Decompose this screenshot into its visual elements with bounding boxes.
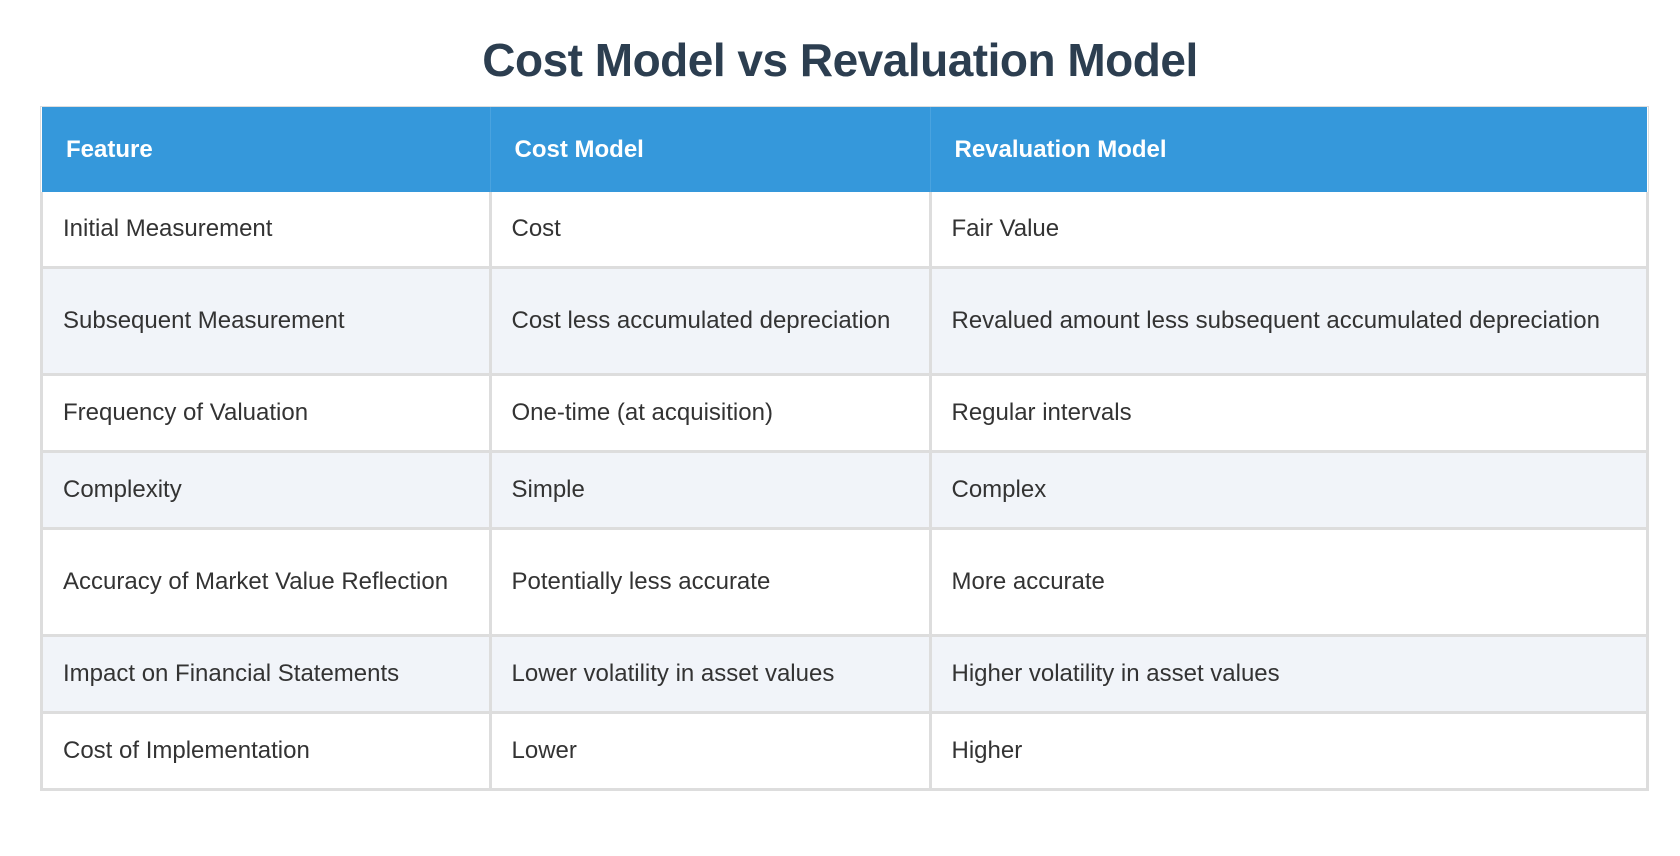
table-row: Cost of Implementation Lower Higher — [41, 712, 1648, 790]
table-row: Subsequent Measurement Cost less accumul… — [41, 267, 1648, 376]
page-title: Cost Model vs Revaluation Model — [482, 34, 1198, 86]
cost-model-cell: One-time (at acquisition) — [488, 374, 932, 453]
feature-cell: Subsequent Measurement — [41, 267, 492, 376]
feature-cell: Frequency of Valuation — [41, 374, 492, 453]
header-row: Feature Cost Model Revaluation Model — [42, 107, 1647, 192]
revaluation-model-cell: More accurate — [928, 528, 1648, 637]
revaluation-model-cell: Complex — [928, 451, 1648, 530]
table-body: Initial Measurement Cost Fair Value Subs… — [41, 192, 1648, 790]
revaluation-model-cell: Regular intervals — [928, 374, 1648, 453]
table-row: Initial Measurement Cost Fair Value — [41, 192, 1648, 269]
feature-cell: Complexity — [41, 451, 492, 530]
feature-cell: Accuracy of Market Value Reflection — [41, 528, 492, 637]
revaluation-model-cell: Fair Value — [928, 192, 1648, 269]
table-row: Frequency of Valuation One-time (at acqu… — [41, 374, 1648, 453]
table-row: Impact on Financial Statements Lower vol… — [41, 635, 1648, 714]
cost-model-cell: Cost — [488, 192, 932, 269]
column-header-revaluation-model: Revaluation Model — [930, 107, 1647, 192]
revaluation-model-cell: Higher — [928, 712, 1648, 790]
cost-model-cell: Cost less accumulated depreciation — [488, 267, 932, 376]
cost-model-cell: Lower — [488, 712, 932, 790]
table-row: Complexity Simple Complex — [41, 451, 1648, 530]
cost-model-cell: Potentially less accurate — [488, 528, 932, 637]
cost-model-cell: Lower volatility in asset values — [488, 635, 932, 714]
comparison-table: Feature Cost Model Revaluation Model Ini… — [41, 107, 1648, 790]
revaluation-model-cell: Higher volatility in asset values — [928, 635, 1648, 714]
column-header-feature: Feature — [42, 107, 491, 192]
table-row: Accuracy of Market Value Reflection Pote… — [41, 528, 1648, 637]
column-header-cost-model: Cost Model — [490, 107, 931, 192]
revaluation-model-cell: Revalued amount less subsequent accumula… — [928, 267, 1648, 376]
table-header: Feature Cost Model Revaluation Model — [42, 107, 1647, 192]
feature-cell: Cost of Implementation — [41, 712, 492, 790]
feature-cell: Impact on Financial Statements — [41, 635, 492, 714]
cost-model-cell: Simple — [488, 451, 932, 530]
feature-cell: Initial Measurement — [41, 192, 492, 269]
